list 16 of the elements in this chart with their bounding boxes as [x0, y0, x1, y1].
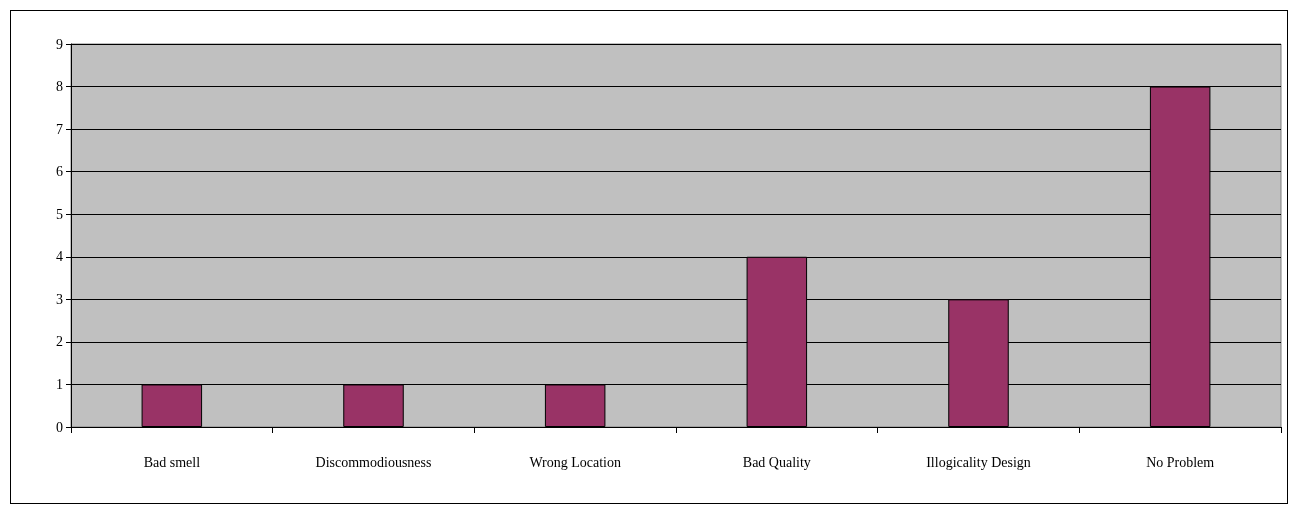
y-tick-label: 8 [56, 79, 63, 95]
x-tick-label: Bad Quality [742, 454, 811, 470]
y-tick-label: 1 [56, 376, 63, 392]
x-tick-label: Discommodiousness [315, 454, 432, 470]
y-tick-label: 5 [56, 206, 63, 222]
y-tick-label: 3 [56, 291, 63, 307]
x-tick-label: Illogicality Design [926, 454, 1031, 470]
y-tick-label: 2 [56, 334, 63, 350]
x-tick-label: Wrong Location [529, 454, 621, 470]
y-tick-label: 0 [56, 419, 63, 435]
y-tick-label: 6 [56, 164, 63, 180]
x-tick-label: Bad smell [143, 454, 201, 470]
x-tick-label: No Problem [1146, 454, 1215, 470]
y-tick-label: 4 [56, 249, 63, 265]
y-tick-label: 7 [56, 121, 63, 137]
y-tick-label: 9 [56, 36, 63, 52]
